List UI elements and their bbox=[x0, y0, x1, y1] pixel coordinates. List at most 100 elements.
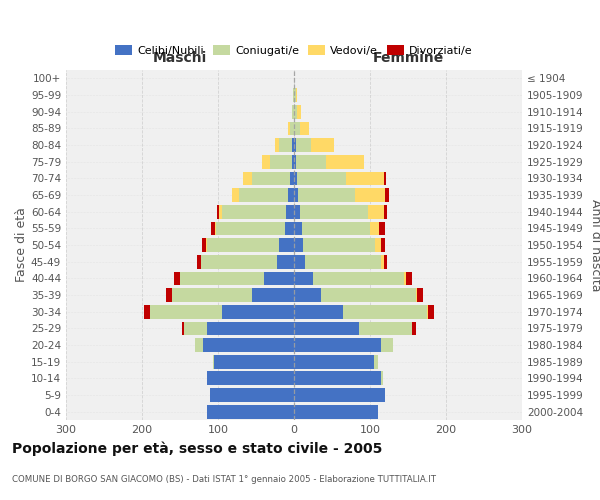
Bar bbox=[184, 322, 294, 335]
Bar bbox=[279, 238, 294, 252]
Bar bbox=[294, 405, 377, 418]
Text: Popolazione per età, sesso e stato civile - 2005: Popolazione per età, sesso e stato civil… bbox=[12, 441, 382, 456]
Bar bbox=[206, 405, 294, 418]
Bar bbox=[294, 172, 297, 185]
Bar bbox=[294, 388, 385, 402]
Bar bbox=[217, 205, 219, 218]
Bar bbox=[217, 222, 294, 235]
Bar bbox=[215, 222, 294, 235]
Bar bbox=[294, 272, 313, 285]
Bar bbox=[202, 238, 206, 252]
Bar bbox=[212, 355, 294, 368]
Bar bbox=[294, 138, 296, 152]
Bar bbox=[294, 338, 382, 352]
Bar bbox=[382, 238, 385, 252]
Bar bbox=[214, 355, 294, 368]
Bar bbox=[294, 372, 383, 385]
Bar bbox=[294, 88, 296, 102]
Bar bbox=[294, 355, 374, 368]
Bar bbox=[222, 205, 294, 218]
Bar bbox=[294, 172, 346, 185]
Bar bbox=[206, 238, 294, 252]
Bar bbox=[290, 122, 294, 135]
Bar bbox=[232, 188, 294, 202]
Bar bbox=[219, 205, 294, 218]
Bar bbox=[294, 338, 393, 352]
Bar bbox=[262, 155, 294, 168]
Bar bbox=[288, 188, 294, 202]
Bar bbox=[294, 138, 334, 152]
Bar bbox=[206, 405, 294, 418]
Bar bbox=[294, 188, 385, 202]
Bar bbox=[285, 222, 294, 235]
Bar bbox=[294, 388, 385, 402]
Bar bbox=[385, 172, 386, 185]
Bar bbox=[294, 255, 385, 268]
Bar bbox=[174, 272, 180, 285]
Bar bbox=[294, 338, 393, 352]
Bar bbox=[294, 205, 300, 218]
Bar bbox=[184, 322, 294, 335]
Bar bbox=[195, 338, 294, 352]
Bar bbox=[286, 205, 294, 218]
Bar bbox=[275, 138, 294, 152]
Bar bbox=[294, 205, 383, 218]
Bar bbox=[385, 255, 388, 268]
Bar bbox=[211, 388, 294, 402]
Bar bbox=[293, 88, 294, 102]
Bar bbox=[206, 372, 294, 385]
Bar bbox=[149, 305, 294, 318]
Bar bbox=[294, 288, 416, 302]
Bar bbox=[294, 388, 385, 402]
Bar bbox=[294, 155, 364, 168]
Text: Femmine: Femmine bbox=[373, 51, 443, 65]
Bar bbox=[294, 288, 320, 302]
Bar bbox=[277, 255, 294, 268]
Bar bbox=[383, 205, 388, 218]
Bar bbox=[143, 305, 149, 318]
Bar bbox=[294, 372, 383, 385]
Bar bbox=[294, 238, 382, 252]
Text: Maschi: Maschi bbox=[153, 51, 207, 65]
Bar bbox=[406, 272, 412, 285]
Bar bbox=[206, 322, 294, 335]
Bar bbox=[294, 255, 305, 268]
Bar bbox=[294, 122, 300, 135]
Bar bbox=[294, 238, 376, 252]
Bar bbox=[294, 138, 311, 152]
Bar bbox=[211, 388, 294, 402]
Bar bbox=[180, 272, 294, 285]
Bar bbox=[294, 305, 428, 318]
Bar bbox=[149, 305, 294, 318]
Legend: Celibi/Nubili, Coniugati/e, Vedovi/e, Divorziati/e: Celibi/Nubili, Coniugati/e, Vedovi/e, Di… bbox=[111, 40, 477, 60]
Bar bbox=[294, 222, 379, 235]
Bar bbox=[294, 355, 377, 368]
Bar bbox=[288, 122, 294, 135]
Bar bbox=[212, 355, 294, 368]
Bar bbox=[294, 322, 359, 335]
Bar bbox=[195, 338, 294, 352]
Bar bbox=[294, 105, 301, 118]
Bar bbox=[243, 172, 294, 185]
Bar bbox=[294, 155, 326, 168]
Bar bbox=[294, 322, 412, 335]
Bar bbox=[294, 105, 297, 118]
Bar bbox=[294, 272, 404, 285]
Bar bbox=[166, 288, 172, 302]
Text: COMUNE DI BORGO SAN GIACOMO (BS) - Dati ISTAT 1° gennaio 2005 - Elaborazione TUT: COMUNE DI BORGO SAN GIACOMO (BS) - Dati … bbox=[12, 476, 436, 484]
Bar bbox=[294, 222, 302, 235]
Bar bbox=[172, 288, 294, 302]
Bar bbox=[294, 205, 368, 218]
Bar bbox=[294, 155, 296, 168]
Bar bbox=[294, 355, 377, 368]
Bar bbox=[294, 88, 297, 102]
Bar bbox=[290, 172, 294, 185]
Bar bbox=[294, 122, 309, 135]
Bar bbox=[292, 138, 294, 152]
Bar bbox=[293, 88, 294, 102]
Bar bbox=[417, 288, 423, 302]
Bar bbox=[412, 322, 416, 335]
Bar bbox=[203, 338, 294, 352]
Bar bbox=[294, 288, 417, 302]
Bar bbox=[269, 155, 294, 168]
